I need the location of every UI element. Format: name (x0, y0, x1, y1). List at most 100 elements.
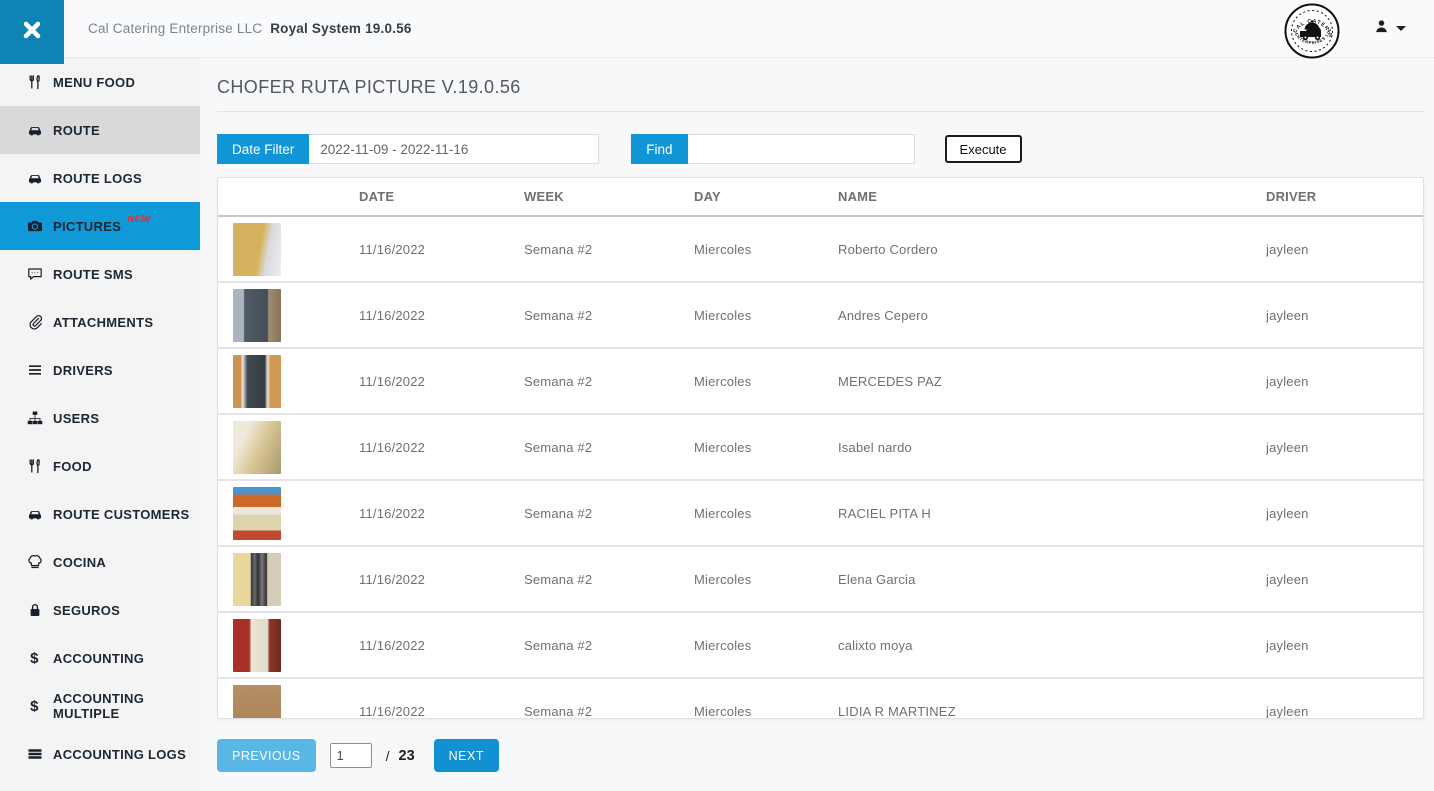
table-row: 11/16/2022 Semana #2 Miercoles Isabel na… (218, 415, 1423, 481)
find-group: Find (631, 134, 915, 164)
table-row: 11/16/2022 Semana #2 Miercoles Andres Ce… (218, 283, 1423, 349)
car-icon (26, 170, 43, 187)
sidebar-item-route-customers[interactable]: ROUTE CUSTOMERS (0, 490, 200, 538)
cell-week: Semana #2 (524, 571, 593, 587)
sidebar-item-label: ACCOUNTING LOGS (53, 746, 187, 762)
cell-week: Semana #2 (524, 637, 593, 653)
route-photo-thumbnail[interactable] (233, 354, 281, 408)
close-icon (22, 20, 42, 45)
sidebar-item-seguros[interactable]: SEGUROS (0, 586, 200, 634)
previous-page-button[interactable]: PREVIOUS (217, 739, 316, 772)
cell-day: Miercoles (694, 505, 752, 521)
sidebar-item-label: ROUTE LOGS (53, 170, 142, 186)
cell-name: Roberto Cordero (838, 241, 938, 257)
cell-name: RACIEL PITA H (838, 505, 931, 521)
route-photo-thumbnail[interactable] (233, 618, 281, 672)
cell-name: MERCEDES PAZ (838, 373, 943, 389)
find-label: Find (631, 134, 688, 164)
cell-date: 11/16/2022 (359, 241, 426, 257)
route-photo-thumbnail[interactable] (233, 420, 281, 474)
camera-icon (26, 218, 43, 235)
sidebar-item-food[interactable]: FOOD (0, 442, 200, 490)
sidebar-item-label: ROUTE CUSTOMERS (53, 506, 190, 522)
user-icon (1374, 19, 1389, 39)
sidebar-item-route-sms[interactable]: ROUTE SMS (0, 250, 200, 298)
sidebar-item-users[interactable]: USERS (0, 394, 200, 442)
cell-driver: jayleen (1266, 241, 1309, 257)
table-row: 11/16/2022 Semana #2 Miercoles Roberto C… (218, 217, 1423, 283)
column-header-driver: DRIVER (1266, 189, 1317, 204)
sidebar-item-label: ACCOUNTING (53, 650, 145, 666)
route-photo-thumbnail[interactable] (233, 684, 281, 718)
find-input[interactable] (687, 134, 915, 164)
next-page-button[interactable]: NEXT (433, 739, 499, 772)
route-photo-thumbnail[interactable] (233, 288, 281, 342)
date-filter-label: Date Filter (217, 134, 310, 164)
date-range-input[interactable] (309, 134, 600, 164)
cell-date: 11/16/2022 (359, 637, 426, 653)
cell-driver: jayleen (1266, 637, 1309, 653)
execute-button[interactable]: Execute (944, 135, 1022, 163)
cell-date: 11/16/2022 (359, 373, 426, 389)
cell-driver: jayleen (1266, 703, 1309, 719)
cell-date: 11/16/2022 (359, 505, 426, 521)
cell-week: Semana #2 (524, 241, 593, 257)
sidebar-item-accounting-multiple[interactable]: $ ACCOUNTING MULTIPLE (0, 682, 200, 730)
cell-day: Miercoles (694, 241, 752, 257)
sidebar-item-route-logs[interactable]: ROUTE LOGS (0, 154, 200, 202)
cell-name: Isabel nardo (838, 439, 912, 455)
cell-day: Miercoles (694, 307, 752, 323)
cell-driver: jayleen (1266, 571, 1309, 587)
sidebar-nav: MENU FOOD ROUTE ROUTE LOGS PICTURES NEW … (0, 58, 200, 791)
sidebar-item-accounting-logs[interactable]: ACCOUNTING LOGS (0, 730, 200, 778)
cell-driver: jayleen (1266, 373, 1309, 389)
company-logo: CAL CATERING ENTERPRISES LLC (1281, 0, 1340, 59)
pictures-table-card: DATE WEEK DAY NAME DRIVER 11/16/2022 Sem… (217, 177, 1424, 719)
page-number-input[interactable] (329, 743, 372, 768)
comment-icon (26, 266, 43, 283)
sidebar-item-pictures[interactable]: PICTURES NEW (0, 202, 200, 250)
route-photo-thumbnail[interactable] (233, 552, 281, 606)
chef-hat-icon (26, 554, 43, 571)
sidebar-toggle-button[interactable] (0, 0, 64, 64)
sidebar-item-attachments[interactable]: ATTACHMENTS (0, 298, 200, 346)
date-filter-group: Date Filter (217, 134, 600, 164)
sidebar-item-label: ATTACHMENTS (53, 314, 154, 330)
chevron-down-icon (1396, 26, 1406, 31)
sidebar-item-label: PICTURES (53, 218, 122, 234)
title-divider (217, 111, 1424, 112)
column-header-name: NAME (838, 189, 878, 204)
sitemap-icon (26, 410, 43, 427)
user-menu-dropdown[interactable] (1374, 19, 1406, 39)
car-icon (26, 122, 43, 139)
page-separator: / (385, 747, 390, 764)
sidebar-item-drivers[interactable]: DRIVERS (0, 346, 200, 394)
table-row: 11/16/2022 Semana #2 Miercoles LIDIA R M… (218, 679, 1423, 719)
cell-day: Miercoles (694, 637, 752, 653)
cell-week: Semana #2 (524, 505, 593, 521)
cell-day: Miercoles (694, 439, 752, 455)
total-pages: 23 (398, 747, 415, 764)
lock-icon (26, 602, 43, 619)
sidebar-item-route[interactable]: ROUTE (0, 106, 200, 154)
page-title: CHOFER RUTA PICTURE V.19.0.56 (217, 77, 521, 97)
sidebar-item-label: MENU FOOD (53, 74, 136, 90)
sidebar-item-cocina[interactable]: COCINA (0, 538, 200, 586)
cell-week: Semana #2 (524, 439, 593, 455)
filter-bar: Date Filter Find Execute (217, 134, 1424, 164)
cell-name: LIDIA R MARTINEZ (838, 703, 956, 719)
cell-date: 11/16/2022 (359, 307, 426, 323)
route-photo-thumbnail[interactable] (233, 222, 281, 276)
cell-driver: jayleen (1266, 307, 1309, 323)
sidebar-item-accounting[interactable]: $ ACCOUNTING (0, 634, 200, 682)
pagination-bar: PREVIOUS / 23 NEXT (217, 739, 1424, 772)
column-header-day: DAY (694, 189, 721, 204)
new-badge: NEW (127, 213, 151, 225)
route-photo-thumbnail[interactable] (233, 486, 281, 540)
table-icon (26, 746, 43, 763)
sidebar-item-menu-food[interactable]: MENU FOOD (0, 58, 200, 106)
cell-driver: jayleen (1266, 505, 1309, 521)
column-header-date: DATE (359, 189, 395, 204)
sidebar-item-label: DRIVERS (53, 362, 113, 378)
table-row: 11/16/2022 Semana #2 Miercoles Elena Gar… (218, 547, 1423, 613)
